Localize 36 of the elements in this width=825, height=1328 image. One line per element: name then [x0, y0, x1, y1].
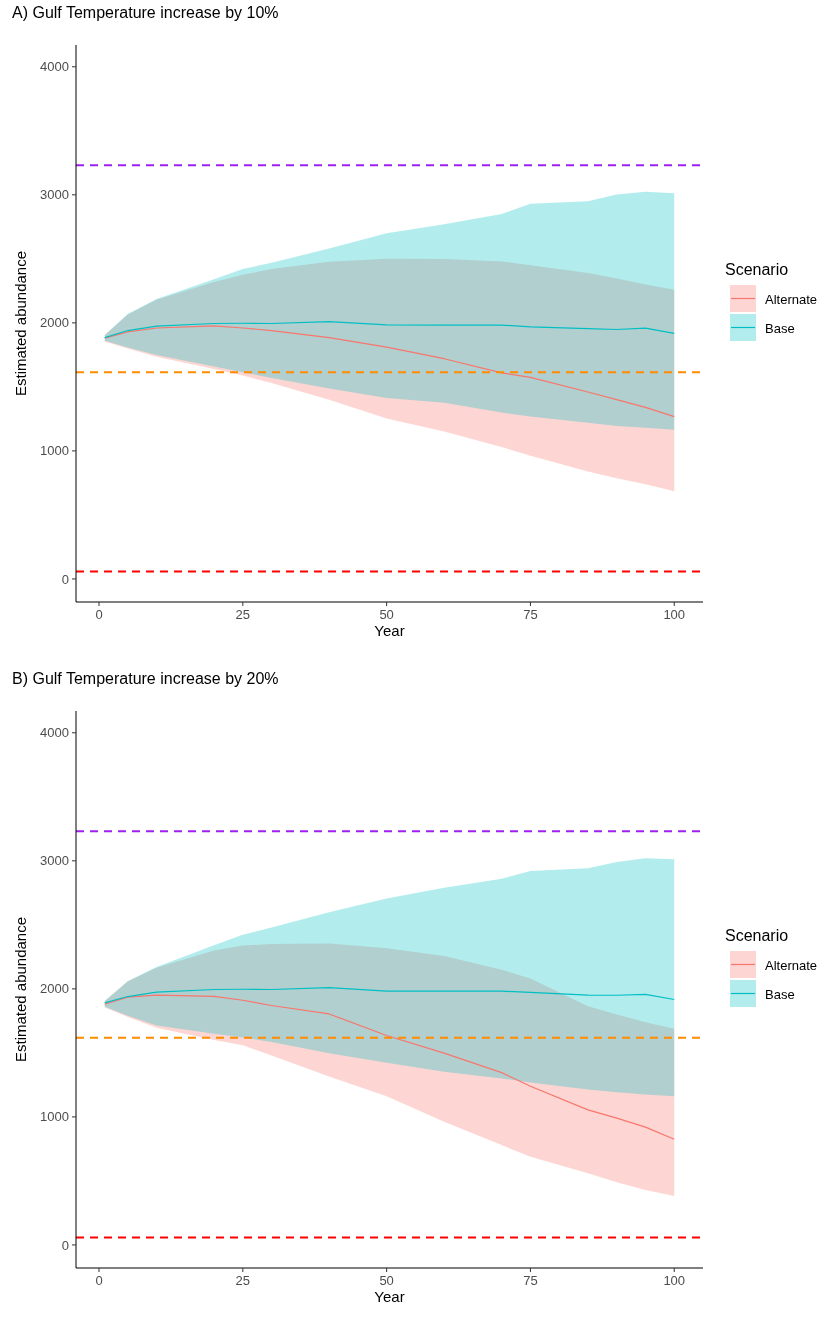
x-tick-label: 75 [523, 607, 538, 622]
legend-label: Alternate [765, 291, 818, 307]
x-tick-label: 50 [379, 1273, 394, 1288]
x-tick-label: 100 [663, 607, 686, 622]
y-tick-label: 3000 [40, 853, 69, 869]
legend-title: Scenario [725, 927, 789, 944]
x-tick-label: 75 [523, 1273, 538, 1288]
line-series [104, 325, 675, 418]
chart-title: B) Gulf Temperature increase by 20% [12, 670, 279, 687]
legend-label: Base [765, 320, 795, 336]
line-series [104, 987, 675, 1004]
chart-title: A) Gulf Temperature increase by 10% [12, 4, 279, 21]
y-tick-label: 1000 [40, 443, 69, 459]
y-tick-label: 0 [61, 571, 69, 587]
y-tick-label: 3000 [40, 187, 69, 203]
y-tick-label: 2000 [40, 981, 69, 997]
x-tick-label: 25 [235, 1273, 251, 1288]
y-axis-title: Estimated abundance [12, 916, 29, 1063]
x-axis-title: Year [374, 1288, 405, 1305]
y-axis-title: Estimated abundance [12, 250, 29, 397]
line-series [104, 994, 675, 1140]
y-tick-label: 2000 [40, 315, 69, 331]
x-tick-label: 0 [95, 1273, 103, 1288]
y-tick-label: 4000 [40, 59, 69, 75]
y-tick-label: 1000 [40, 1109, 69, 1125]
x-axis-title: Year [374, 622, 405, 639]
x-tick-label: 50 [379, 607, 394, 622]
legend-label: Alternate [765, 957, 818, 973]
x-tick-label: 0 [95, 607, 103, 622]
y-tick-label: 0 [61, 1237, 69, 1253]
line-series [104, 320, 675, 339]
legend-label: Base [765, 986, 795, 1002]
legend-title: Scenario [725, 261, 789, 278]
x-tick-label: 25 [235, 607, 251, 622]
x-tick-label: 100 [663, 1273, 686, 1288]
y-tick-label: 4000 [40, 725, 69, 741]
